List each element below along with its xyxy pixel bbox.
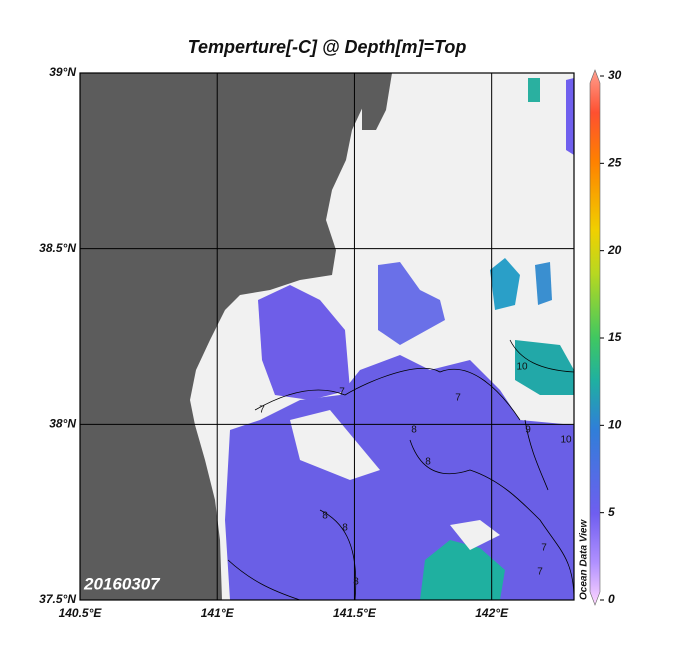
contour-label: 9 (525, 425, 531, 436)
watermark: Ocean Data View (579, 519, 590, 600)
contour-label: 7 (541, 543, 547, 554)
y-tick-label: 38°N (49, 417, 76, 431)
land (80, 73, 366, 600)
temperature-field (566, 78, 574, 155)
colorbar-tick-label: 5 (608, 505, 615, 519)
sea-no-data (450, 520, 500, 550)
contour-label: 8 (322, 511, 328, 522)
graticule (80, 73, 574, 600)
contour-lines (227, 339, 574, 600)
contour-label: 10 (560, 435, 572, 446)
temperature-field (528, 78, 540, 102)
x-tick-label: 142°E (475, 606, 509, 620)
temperature-field (378, 262, 445, 345)
temperature-field (258, 285, 350, 400)
land (362, 73, 392, 130)
colorbar-tick-label: 25 (607, 156, 622, 170)
axes: 140.5°E 141°E 141.5°E 142°E 37.5°N 38°N 38.5°N… (39, 65, 622, 620)
contour-label: 8 (425, 457, 431, 468)
y-tick-label: 39°N (49, 65, 76, 79)
colorbar-tick-label: 10 (608, 418, 622, 432)
x-tick-label: 141°E (201, 606, 235, 620)
x-tick-label: 140.5°E (59, 606, 103, 620)
y-tick-label: 38.5°N (39, 241, 76, 255)
map-area (80, 73, 574, 600)
colorbar-tick-label: 0 (608, 592, 615, 606)
contour-label: 7 (537, 567, 543, 578)
contour-label: 7 (259, 405, 265, 416)
map-title: Temperture[-C] @ Depth[m]=Top (188, 37, 467, 57)
contour-label: 8 (353, 577, 359, 588)
contour-labels: 7 7 7 8 8 10 9 10 7 8 8 7 8 (259, 362, 572, 588)
contour-label: 10 (516, 362, 528, 373)
colorbar (589, 69, 601, 606)
contour-label: 7 (339, 387, 345, 398)
x-tick-label: 141.5°E (333, 606, 377, 620)
y-tick-label: 37.5°N (39, 592, 76, 606)
colorbar-tick-label: 15 (608, 330, 622, 344)
colorbar-tick-label: 20 (607, 243, 622, 257)
contour-label: 7 (455, 393, 461, 404)
contour-label: 8 (342, 523, 348, 534)
contour-label: 8 (411, 425, 417, 436)
date-label: 20160307 (83, 574, 161, 593)
map-frame (79, 72, 575, 601)
temperature-field (490, 258, 520, 310)
temperature-field (535, 262, 552, 305)
temperature-field (420, 540, 505, 600)
sea-no-data (290, 410, 380, 480)
colorbar-tick-label: 30 (608, 68, 622, 82)
